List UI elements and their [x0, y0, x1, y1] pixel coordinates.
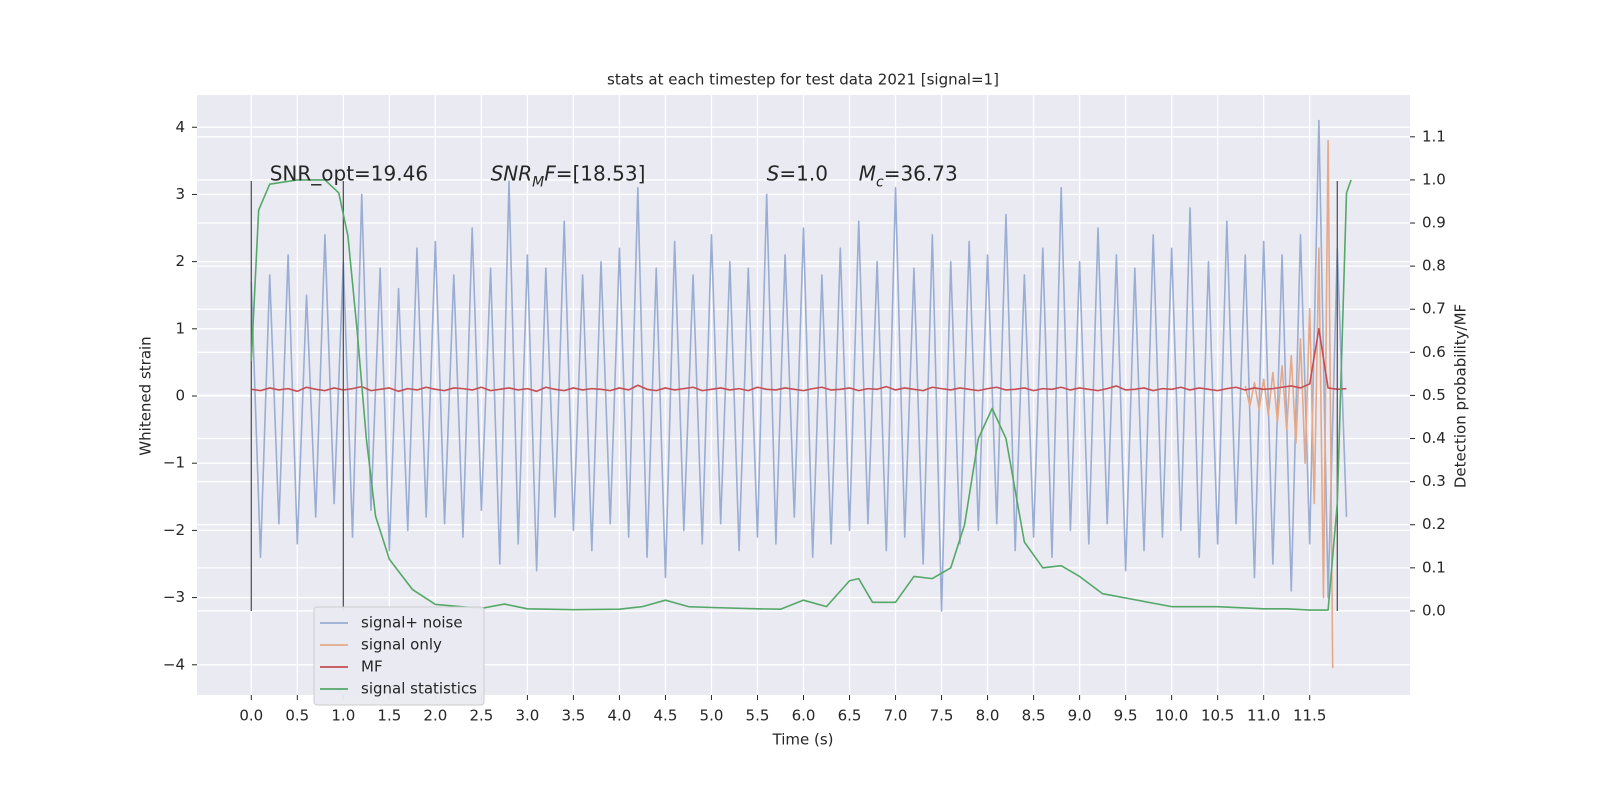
x-tick-label: 0.5: [285, 707, 309, 725]
x-tick-label: 6.5: [838, 707, 862, 725]
y2-tick-label: 1.1: [1422, 127, 1446, 145]
series-line: [251, 328, 1347, 393]
x-tick-label: 5.5: [746, 707, 770, 725]
y2-axis-label: Detection probability/MF: [1452, 304, 1470, 488]
annotation: Mc=36.73: [859, 161, 958, 191]
x-tick-label: 8.5: [1022, 707, 1046, 725]
annotation-part: SNR: [491, 161, 533, 185]
legend-label: MF: [361, 658, 383, 676]
y-tick-label: −3: [163, 588, 185, 606]
annotation: SNR_opt=19.46: [270, 161, 428, 185]
x-tick-label: 3.5: [561, 707, 585, 725]
legend-label: signal+ noise: [361, 614, 463, 632]
y2-tick-label: 0.1: [1422, 558, 1446, 576]
y-tick-label: −2: [163, 521, 185, 539]
legend-box: [313, 606, 485, 706]
x-tick-label: 11.5: [1293, 707, 1326, 725]
x-tick-label: 10.0: [1155, 707, 1188, 725]
y2-tick-label: 0.3: [1422, 472, 1446, 490]
annotation-part: SNR_opt=19.46: [270, 161, 428, 185]
y2-tick-label: 0.4: [1422, 429, 1446, 447]
y2-tick-label: 0.2: [1422, 515, 1446, 533]
y-tick-label: 2: [175, 252, 185, 270]
y2-tick-label: 0.8: [1422, 257, 1446, 275]
annotation-part: M: [859, 161, 876, 185]
x-tick-label: 11.0: [1247, 707, 1280, 725]
y-tick-label: 3: [175, 185, 185, 203]
annotation-part: =[18.53]: [556, 161, 646, 185]
y2-tick-label: 0.0: [1422, 601, 1446, 619]
series-line: [1244, 139, 1334, 669]
x-tick-label: 3.0: [515, 707, 539, 725]
legend-label: signal only: [361, 636, 442, 654]
y-tick-label: 4: [175, 118, 185, 136]
x-tick-label: 7.0: [884, 707, 908, 725]
x-tick-label: 8.0: [976, 707, 1000, 725]
annotation: S=1.0: [767, 161, 828, 185]
annotation-part: S: [767, 161, 780, 185]
series-line: [250, 119, 1348, 612]
annotation-part: =36.73: [884, 161, 958, 185]
x-tick-label: 6.0: [792, 707, 816, 725]
y-tick-label: −4: [163, 655, 185, 673]
x-tick-label: 0.0: [239, 707, 263, 725]
x-axis-label: Time (s): [772, 731, 834, 749]
y2-tick-label: 0.7: [1422, 300, 1446, 318]
annotation-part: M: [532, 174, 544, 190]
y2-tick-label: 1.0: [1422, 170, 1446, 188]
series-line: [250, 179, 1352, 611]
annotation-part: c: [876, 174, 884, 190]
x-tick-label: 7.5: [930, 707, 954, 725]
x-tick-label: 2.0: [423, 707, 447, 725]
legend-label: signal statistics: [361, 680, 477, 698]
chart-title: stats at each timestep for test data 202…: [607, 71, 999, 89]
annotation-part: F: [544, 161, 556, 185]
y2-tick-label: 0.6: [1422, 343, 1446, 361]
x-tick-label: 9.5: [1114, 707, 1138, 725]
y-axis-label: Whitened strain: [137, 336, 155, 455]
x-tick-label: 2.5: [469, 707, 493, 725]
x-tick-label: 1.0: [331, 707, 355, 725]
x-tick-label: 9.0: [1068, 707, 1092, 725]
y-tick-label: 1: [175, 319, 185, 337]
annotation-part: =1.0: [779, 161, 828, 185]
x-tick-label: 1.5: [377, 707, 401, 725]
x-tick-label: 4.0: [608, 707, 632, 725]
annotation: SNRMF=[18.53]: [491, 161, 646, 191]
x-tick-label: 10.5: [1201, 707, 1234, 725]
y2-tick-label: 0.5: [1422, 386, 1446, 404]
x-tick-label: 5.0: [700, 707, 724, 725]
x-tick-label: 4.5: [654, 707, 678, 725]
y-tick-label: −1: [163, 454, 185, 472]
y-tick-label: 0: [175, 387, 185, 405]
y2-tick-label: 0.9: [1422, 214, 1446, 232]
